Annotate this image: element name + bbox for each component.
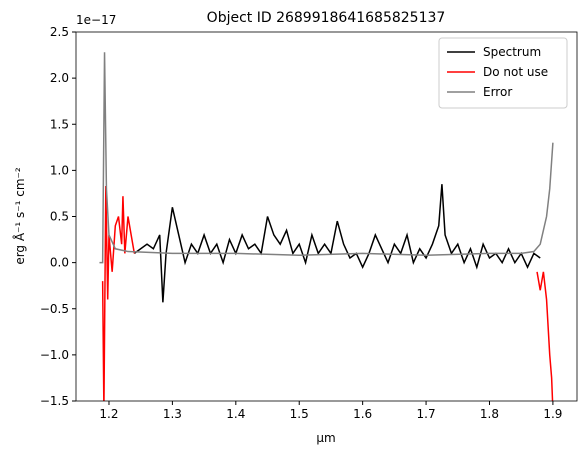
- chart-title: Object ID 2689918641685825137: [207, 10, 446, 26]
- x-tick-label: 1.6: [353, 407, 372, 421]
- y-tick-label: −1.5: [40, 394, 69, 408]
- y-tick-label: 2.0: [50, 71, 69, 85]
- x-tick-label: 1.9: [543, 407, 562, 421]
- plot-area: [99, 52, 554, 401]
- y-tick-label: 1.5: [50, 117, 69, 131]
- series-line: [101, 186, 554, 401]
- legend-box: [438, 37, 568, 109]
- legend-label: Spectrum: [483, 45, 541, 59]
- x-tick-label: 1.7: [417, 407, 436, 421]
- y-tick-label: 2.5: [50, 25, 69, 39]
- x-tick-label: 1.5: [290, 407, 309, 421]
- y-tick-label: −0.5: [40, 302, 69, 316]
- y-offset-label: 1e−17: [76, 13, 116, 27]
- y-tick-label: −1.0: [40, 348, 69, 362]
- y-axis-label: erg Å⁻¹ s⁻¹ cm⁻²: [12, 167, 27, 265]
- series-line: [133, 184, 541, 303]
- y-tick-label: 1.0: [50, 163, 69, 177]
- x-tick-label: 1.2: [99, 407, 118, 421]
- x-tick-label: 1.3: [163, 407, 182, 421]
- series-line: [99, 52, 554, 264]
- y-tick-label: 0.5: [50, 210, 69, 224]
- x-tick-label: 1.4: [226, 407, 245, 421]
- x-tick-label: 1.8: [480, 407, 499, 421]
- x-axis-label: µm: [316, 431, 335, 445]
- legend-label: Do not use: [483, 65, 548, 79]
- legend-label: Error: [483, 85, 512, 99]
- y-tick-label: 0.0: [50, 256, 69, 270]
